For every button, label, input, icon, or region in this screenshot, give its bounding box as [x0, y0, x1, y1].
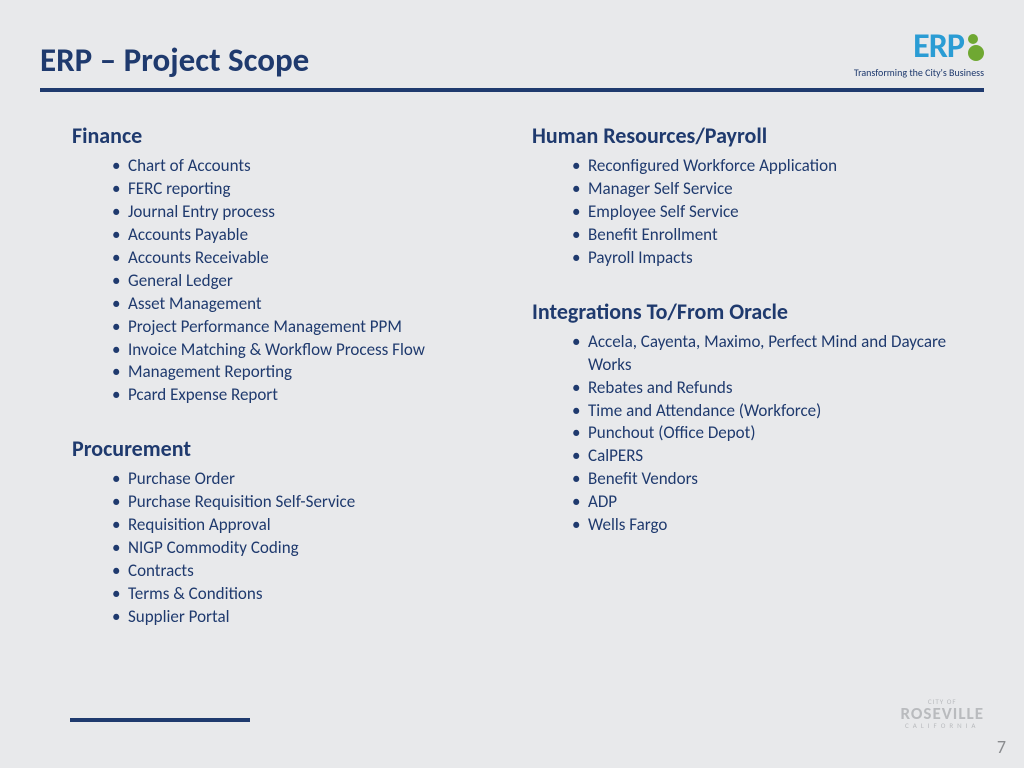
finance-list: Chart of Accounts FERC reporting Journal…: [72, 155, 492, 407]
list-item: ADP: [572, 491, 952, 514]
gear-icon: [968, 34, 984, 61]
list-item: CalPERS: [572, 445, 952, 468]
list-item: Purchase Order: [112, 468, 492, 491]
hr-list: Reconfigured Workforce Application Manag…: [532, 155, 952, 270]
list-item: Chart of Accounts: [112, 155, 492, 178]
list-item: Reconfigured Workforce Application: [572, 155, 952, 178]
left-column: Finance Chart of Accounts FERC reporting…: [72, 122, 492, 629]
list-item: Supplier Portal: [112, 606, 492, 629]
list-item: Payroll Impacts: [572, 247, 952, 270]
list-item: Pcard Expense Report: [112, 384, 492, 407]
erp-logo-letters: ERP: [913, 30, 964, 64]
list-item: Contracts: [112, 560, 492, 583]
procurement-list: Purchase Order Purchase Requisition Self…: [72, 468, 492, 629]
list-item: Benefit Enrollment: [572, 224, 952, 247]
list-item: Punchout (Office Depot): [572, 422, 952, 445]
list-item: FERC reporting: [112, 178, 492, 201]
content-columns: Finance Chart of Accounts FERC reporting…: [40, 122, 984, 629]
erp-logo: ERP Transforming the City's Business: [854, 30, 984, 79]
list-item: Journal Entry process: [112, 201, 492, 224]
list-item: Management Reporting: [112, 361, 492, 384]
slide: ERP – Project Scope ERP Transforming the…: [0, 0, 1024, 768]
list-item: Project Performance Management PPM: [112, 316, 492, 339]
list-item: Accela, Cayenta, Maximo, Perfect Mind an…: [572, 331, 952, 377]
footer-divider: [70, 718, 250, 722]
list-item: Purchase Requisition Self-Service: [112, 491, 492, 514]
slide-title: ERP – Project Scope: [40, 40, 309, 80]
list-item: Asset Management: [112, 293, 492, 316]
list-item: Wells Fargo: [572, 514, 952, 537]
page-number: 7: [997, 736, 1006, 758]
roseville-logo: CITY OF ROSEVILLE CALIFORNIA: [901, 697, 984, 730]
footer-california: CALIFORNIA: [901, 721, 984, 730]
list-item: Terms & Conditions: [112, 583, 492, 606]
list-item: NIGP Commodity Coding: [112, 537, 492, 560]
list-item: Employee Self Service: [572, 201, 952, 224]
integrations-list: Accela, Cayenta, Maximo, Perfect Mind an…: [532, 331, 952, 537]
list-item: Invoice Matching & Workflow Process Flow: [112, 339, 492, 362]
list-item: Benefit Vendors: [572, 468, 952, 491]
header: ERP – Project Scope ERP Transforming the…: [40, 30, 984, 80]
list-item: General Ledger: [112, 270, 492, 293]
footer-roseville: ROSEVILLE: [901, 706, 984, 721]
list-item: Accounts Payable: [112, 224, 492, 247]
erp-logo-text: ERP: [913, 30, 984, 64]
list-item: Time and Attendance (Workforce): [572, 400, 952, 423]
list-item: Accounts Receivable: [112, 247, 492, 270]
section-heading-procurement: Procurement: [72, 435, 492, 462]
title-divider: [40, 88, 984, 92]
list-item: Rebates and Refunds: [572, 377, 952, 400]
section-heading-hr: Human Resources/Payroll: [532, 122, 952, 149]
section-heading-finance: Finance: [72, 122, 492, 149]
erp-logo-tagline: Transforming the City's Business: [854, 66, 984, 79]
section-heading-integrations: Integrations To/From Oracle: [532, 298, 952, 325]
list-item: Manager Self Service: [572, 178, 952, 201]
list-item: Requisition Approval: [112, 514, 492, 537]
right-column: Human Resources/Payroll Reconfigured Wor…: [532, 122, 952, 629]
